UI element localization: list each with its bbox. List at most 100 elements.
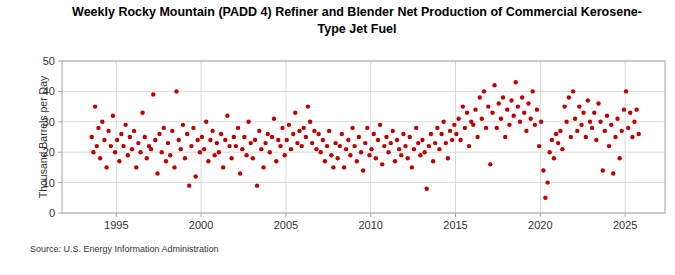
data-point [293, 110, 297, 114]
data-point [310, 141, 314, 145]
data-point [374, 156, 378, 160]
data-point [497, 101, 501, 105]
data-point [495, 126, 499, 130]
data-point [363, 141, 367, 145]
plot-frame [62, 61, 665, 213]
data-point [181, 123, 185, 127]
data-point [253, 138, 257, 142]
data-point [91, 150, 95, 154]
data-point [422, 150, 426, 154]
data-point [174, 89, 178, 93]
data-point [98, 156, 102, 160]
data-point [567, 95, 571, 99]
data-point [543, 196, 547, 200]
data-point [255, 183, 259, 187]
data-point [399, 153, 403, 157]
x-tick [370, 213, 371, 217]
y-tick [58, 91, 62, 92]
data-point [632, 120, 636, 124]
data-point [537, 144, 541, 148]
data-point [327, 129, 331, 133]
data-point [280, 126, 284, 130]
data-point [89, 135, 93, 139]
data-point [249, 141, 253, 145]
data-point [607, 144, 611, 148]
data-point [234, 144, 238, 148]
data-point [581, 110, 585, 114]
x-grid [540, 61, 541, 213]
data-point [344, 147, 348, 151]
x-tick-label: 2010 [358, 219, 382, 231]
data-point [285, 138, 289, 142]
y-tick [58, 152, 62, 153]
data-point [410, 165, 414, 169]
data-point [427, 144, 431, 148]
data-point [416, 141, 420, 145]
data-point [223, 138, 227, 142]
x-grid [370, 61, 371, 213]
data-point [238, 171, 242, 175]
data-point [448, 129, 452, 133]
data-point [450, 138, 454, 142]
data-point [229, 156, 233, 160]
x-tick-label: 2020 [528, 219, 552, 231]
data-point [454, 132, 458, 136]
x-grid [455, 61, 456, 213]
data-point [117, 159, 121, 163]
data-point [104, 165, 108, 169]
data-point [558, 129, 562, 133]
data-point [289, 147, 293, 151]
data-point [176, 138, 180, 142]
data-point [414, 126, 418, 130]
x-tick [625, 213, 626, 217]
data-point [391, 129, 395, 133]
y-tick [58, 61, 62, 62]
data-point [492, 83, 496, 87]
data-point [195, 138, 199, 142]
data-point [357, 135, 361, 139]
data-point [185, 132, 189, 136]
data-point [138, 150, 142, 154]
data-point [115, 138, 119, 142]
data-point [564, 120, 568, 124]
data-point [598, 120, 602, 124]
data-point [160, 150, 164, 154]
data-point [503, 135, 507, 139]
data-point [266, 132, 270, 136]
points [89, 80, 640, 200]
data-point [554, 132, 558, 136]
y-axis-label: Thousand Barrels per Day [37, 75, 49, 198]
data-point [263, 141, 267, 145]
data-point [251, 156, 255, 160]
data-point [130, 147, 134, 151]
data-point [586, 98, 590, 102]
data-point [93, 104, 97, 108]
data-point [609, 123, 613, 127]
grid [62, 61, 665, 213]
data-point [210, 129, 214, 133]
data-point [556, 141, 560, 145]
data-point [584, 135, 588, 139]
data-point [547, 150, 551, 154]
data-point [509, 98, 513, 102]
data-point [189, 144, 193, 148]
x-tick-label: 2005 [274, 219, 298, 231]
data-point [321, 138, 325, 142]
data-point [329, 153, 333, 157]
data-point [134, 165, 138, 169]
data-point [198, 150, 202, 154]
data-point [624, 89, 628, 93]
data-point [168, 153, 172, 157]
data-point [571, 89, 575, 93]
data-point [545, 180, 549, 184]
data-point [191, 126, 195, 130]
data-point [342, 165, 346, 169]
y-tick-label: 50 [43, 55, 55, 67]
data-point [397, 147, 401, 151]
data-point [166, 141, 170, 145]
data-point [143, 135, 147, 139]
chart: Weekly Rocky Mountain (PADD 4) Refiner a… [0, 0, 675, 275]
data-point [628, 110, 632, 114]
data-point [333, 141, 337, 145]
data-point [435, 126, 439, 130]
